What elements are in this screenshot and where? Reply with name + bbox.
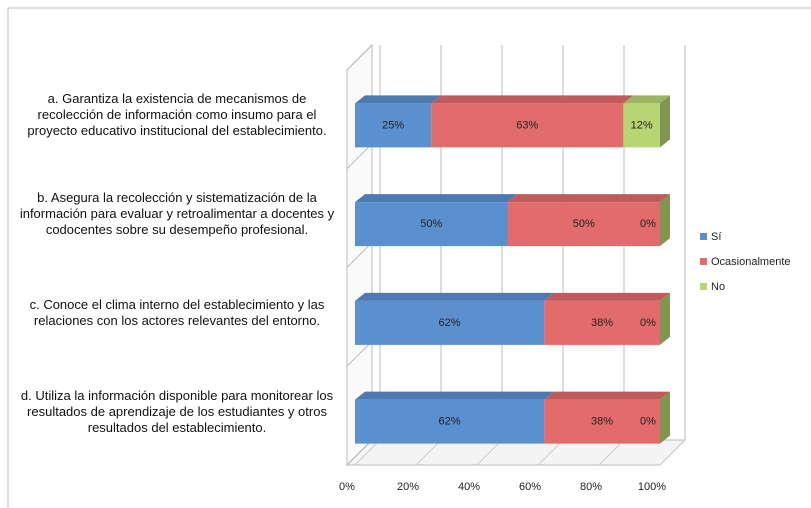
legend-swatch [700, 283, 707, 290]
x-tick-label: 40% [458, 481, 480, 493]
data-label: 25% [382, 119, 404, 131]
category-divider [346, 143, 373, 170]
bar-side [660, 292, 670, 345]
legend-label: Ocasionalmente [711, 256, 791, 268]
data-label: 0% [640, 317, 656, 329]
data-label: 0% [640, 416, 656, 428]
category-label: d. Utiliza la información disponible par… [20, 387, 334, 435]
floor [345, 439, 687, 466]
data-label: 12% [631, 119, 653, 131]
bar-top [355, 292, 555, 301]
bar [431, 103, 624, 148]
data-label: 38% [591, 317, 613, 329]
floor-grid-line [354, 439, 381, 466]
bar-top [355, 391, 555, 400]
bar [507, 202, 660, 247]
data-label: 62% [439, 317, 461, 329]
floor-grid-line [476, 439, 503, 466]
floor-grid-line [598, 439, 625, 466]
data-label: 63% [516, 119, 538, 131]
x-tick-label: 100% [638, 481, 666, 493]
frame [7, 7, 811, 508]
data-label: 62% [439, 416, 461, 428]
legend-swatch [700, 258, 707, 265]
category-divider [346, 439, 373, 466]
floor-grid-line [537, 439, 564, 466]
data-label: 50% [573, 218, 595, 230]
category-label: a. Garantiza la existencia de mecanismos… [27, 91, 327, 139]
bar [355, 399, 545, 444]
bar-side [660, 391, 670, 444]
bar [544, 300, 660, 345]
x-tick-label: 0% [339, 481, 355, 493]
x-tick-label: 60% [519, 481, 541, 493]
data-label: 50% [420, 218, 442, 230]
bar-top [544, 292, 670, 301]
category-divider [346, 340, 373, 367]
data-label: 0% [640, 218, 656, 230]
bar-top [623, 95, 670, 104]
bar-side [660, 95, 670, 148]
bar [355, 300, 545, 345]
bar [355, 103, 432, 148]
x-tick-label: 20% [397, 481, 419, 493]
x-tick-label: 80% [580, 481, 602, 493]
data-label: 38% [591, 416, 613, 428]
category-divider [346, 44, 373, 71]
bar [623, 103, 660, 148]
floor-grid-line [659, 439, 686, 466]
legend-label: No [711, 281, 725, 293]
legend-swatch [700, 233, 707, 240]
bar [355, 202, 508, 247]
bar-top [431, 95, 634, 104]
legend-label: Sí [711, 231, 721, 243]
bar-top [544, 391, 670, 400]
category-divider [346, 242, 373, 268]
bar-side [660, 194, 670, 247]
bar-top [355, 194, 518, 203]
floor-grid-line [415, 439, 442, 466]
category-label: c. Conoce el clima interno del estableci… [29, 296, 325, 328]
category-label: b. Asegura la recolección y sistematizac… [19, 190, 335, 238]
bar-top [507, 194, 670, 203]
bar [544, 399, 660, 444]
bar-top [355, 95, 442, 104]
